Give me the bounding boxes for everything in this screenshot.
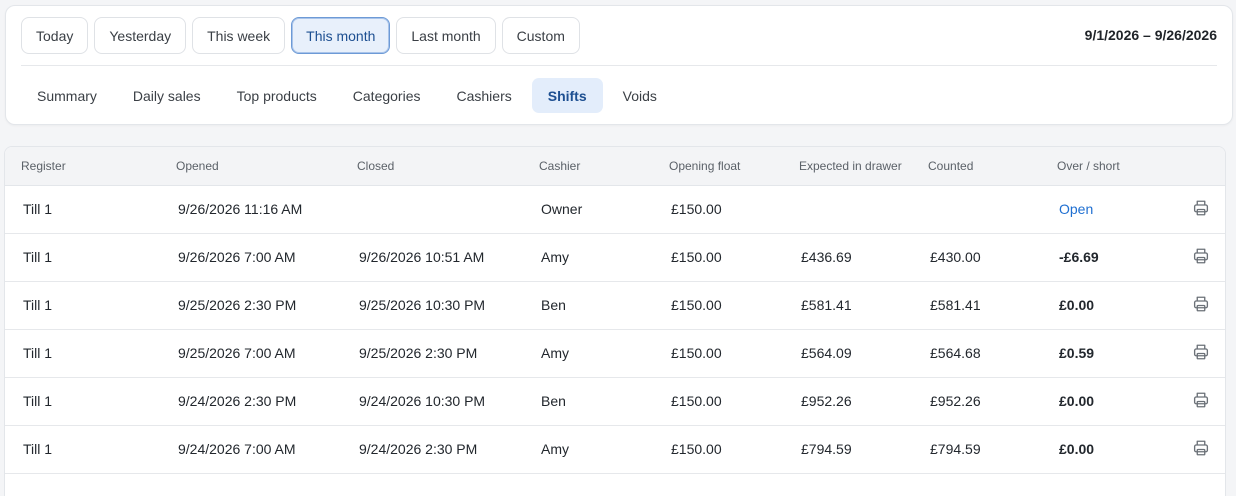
cell-closed: 9/24/2026 10:30 PM xyxy=(341,377,523,426)
cell-register: Till 1 xyxy=(5,425,160,474)
cell-opened: 9/26/2026 11:16 AM xyxy=(160,185,341,234)
printer-icon[interactable] xyxy=(1191,198,1211,218)
range-custom-button[interactable]: Custom xyxy=(501,17,580,54)
cell-opening-float: £150.00 xyxy=(653,329,783,378)
cell-closed: 9/24/2026 2:30 PM xyxy=(341,425,523,474)
cell-register: Till 1 xyxy=(5,185,160,234)
cell-cashier: Ben xyxy=(523,377,653,426)
cell-closed xyxy=(341,185,523,234)
cell-counted xyxy=(912,185,1041,234)
table-row: Till 1 9/25/2026 7:00 AM 9/25/2026 2:30 PM… xyxy=(5,329,1225,378)
cell-over-short: £0.00 xyxy=(1041,377,1161,426)
cell-over-short: £0.59 xyxy=(1041,329,1161,378)
cell-over-short: -£6.69 xyxy=(1041,233,1161,282)
cell-register: Till 1 xyxy=(5,329,160,378)
divider xyxy=(21,65,1217,66)
cell-opened: 9/24/2026 2:30 PM xyxy=(160,377,341,426)
column-header-expected: Expected in drawer xyxy=(783,147,912,186)
cell-cashier: Ben xyxy=(523,281,653,330)
shifts-table-container: Register Opened Closed Cashier Opening f… xyxy=(4,146,1226,496)
cell-opened: 9/24/2026 7:00 AM xyxy=(160,425,341,474)
column-header-closed: Closed xyxy=(341,147,523,186)
tab-summary[interactable]: Summary xyxy=(37,87,97,104)
column-header-actions xyxy=(1161,147,1225,186)
cell-over-short: £0.00 xyxy=(1041,425,1161,474)
table-header-row: Register Opened Closed Cashier Opening f… xyxy=(5,147,1225,186)
date-range-label: 9/1/2026 – 9/26/2026 xyxy=(1084,27,1217,43)
cell-register: Till 1 xyxy=(5,377,160,426)
printer-icon[interactable] xyxy=(1191,342,1211,362)
table-row: Till 1 9/24/2026 2:30 PM 9/24/2026 10:30 P… xyxy=(5,377,1225,426)
cell-counted: £794.59 xyxy=(912,425,1041,474)
cell-expected: £564.09 xyxy=(783,329,912,378)
cell-actions xyxy=(1161,425,1225,474)
cell-expected xyxy=(783,185,912,234)
column-header-over-short: Over / short xyxy=(1041,147,1161,186)
cell-opening-float: £150.00 xyxy=(653,233,783,282)
cell-counted: £952.26 xyxy=(912,377,1041,426)
tab-shifts[interactable]: Shifts xyxy=(531,78,603,113)
cell-opening-float: £150.00 xyxy=(653,281,783,330)
column-header-counted: Counted xyxy=(912,147,1041,186)
printer-icon[interactable] xyxy=(1191,390,1211,410)
tab-daily-sales[interactable]: Daily sales xyxy=(132,87,201,104)
cell-over-short: £0.00 xyxy=(1041,281,1161,330)
tab-categories[interactable]: Categories xyxy=(352,87,421,104)
date-range-presets: Today Yesterday This week This month Las… xyxy=(21,17,580,54)
cell-cashier: Amy xyxy=(523,233,653,282)
range-this-month-button[interactable]: This month xyxy=(291,17,391,54)
range-today-button[interactable]: Today xyxy=(21,17,89,54)
cell-cashier: Amy xyxy=(523,425,653,474)
cell-actions xyxy=(1161,377,1225,426)
cell-opened: 9/25/2026 7:00 AM xyxy=(160,329,341,378)
range-last-month-button[interactable]: Last month xyxy=(396,17,496,54)
cell-opened: 9/25/2026 2:30 PM xyxy=(160,281,341,330)
report-controls-card: Today Yesterday This week This month Las… xyxy=(5,5,1233,125)
range-this-week-button[interactable]: This week xyxy=(192,17,286,54)
report-tabs: Summary Daily sales Top products Categor… xyxy=(21,78,673,113)
table-row: Till 1 9/24/2026 7:00 AM 9/24/2026 2:30 PM… xyxy=(5,425,1225,474)
tab-top-products[interactable]: Top products xyxy=(236,87,317,104)
cell-counted: £581.41 xyxy=(912,281,1041,330)
column-header-register: Register xyxy=(5,147,160,186)
shifts-table: Register Opened Closed Cashier Opening f… xyxy=(5,147,1225,474)
cell-closed: 9/26/2026 10:51 AM xyxy=(341,233,523,282)
printer-icon[interactable] xyxy=(1191,246,1211,266)
cell-opening-float: £150.00 xyxy=(653,185,783,234)
printer-icon[interactable] xyxy=(1191,294,1211,314)
cell-register: Till 1 xyxy=(5,233,160,282)
table-row: Till 1 9/26/2026 11:16 AM Owner £150.00 Open xyxy=(5,185,1225,234)
cell-opening-float: £150.00 xyxy=(653,425,783,474)
cell-expected: £436.69 xyxy=(783,233,912,282)
cell-actions xyxy=(1161,233,1225,282)
cell-closed: 9/25/2026 10:30 PM xyxy=(341,281,523,330)
cell-register: Till 1 xyxy=(5,281,160,330)
cell-expected: £952.26 xyxy=(783,377,912,426)
table-row: Till 1 9/26/2026 7:00 AM 9/26/2026 10:51 A… xyxy=(5,233,1225,282)
cell-counted: £564.68 xyxy=(912,329,1041,378)
cell-actions xyxy=(1161,281,1225,330)
cell-cashier: Owner xyxy=(523,185,653,234)
table-row: Till 1 9/25/2026 2:30 PM 9/25/2026 10:30 P… xyxy=(5,281,1225,330)
cell-actions xyxy=(1161,185,1225,234)
tab-cashiers[interactable]: Cashiers xyxy=(456,87,512,104)
range-yesterday-button[interactable]: Yesterday xyxy=(94,17,187,54)
printer-icon[interactable] xyxy=(1191,438,1211,458)
cell-counted: £430.00 xyxy=(912,233,1041,282)
column-header-opened: Opened xyxy=(160,147,341,186)
cell-opening-float: £150.00 xyxy=(653,377,783,426)
cell-opened: 9/26/2026 7:00 AM xyxy=(160,233,341,282)
column-header-opening-float: Opening float xyxy=(653,147,783,186)
cell-closed: 9/25/2026 2:30 PM xyxy=(341,329,523,378)
cell-actions xyxy=(1161,329,1225,378)
cell-over-short[interactable]: Open xyxy=(1041,185,1161,234)
cell-expected: £581.41 xyxy=(783,281,912,330)
cell-cashier: Amy xyxy=(523,329,653,378)
tab-voids[interactable]: Voids xyxy=(622,87,657,104)
column-header-cashier: Cashier xyxy=(523,147,653,186)
cell-expected: £794.59 xyxy=(783,425,912,474)
